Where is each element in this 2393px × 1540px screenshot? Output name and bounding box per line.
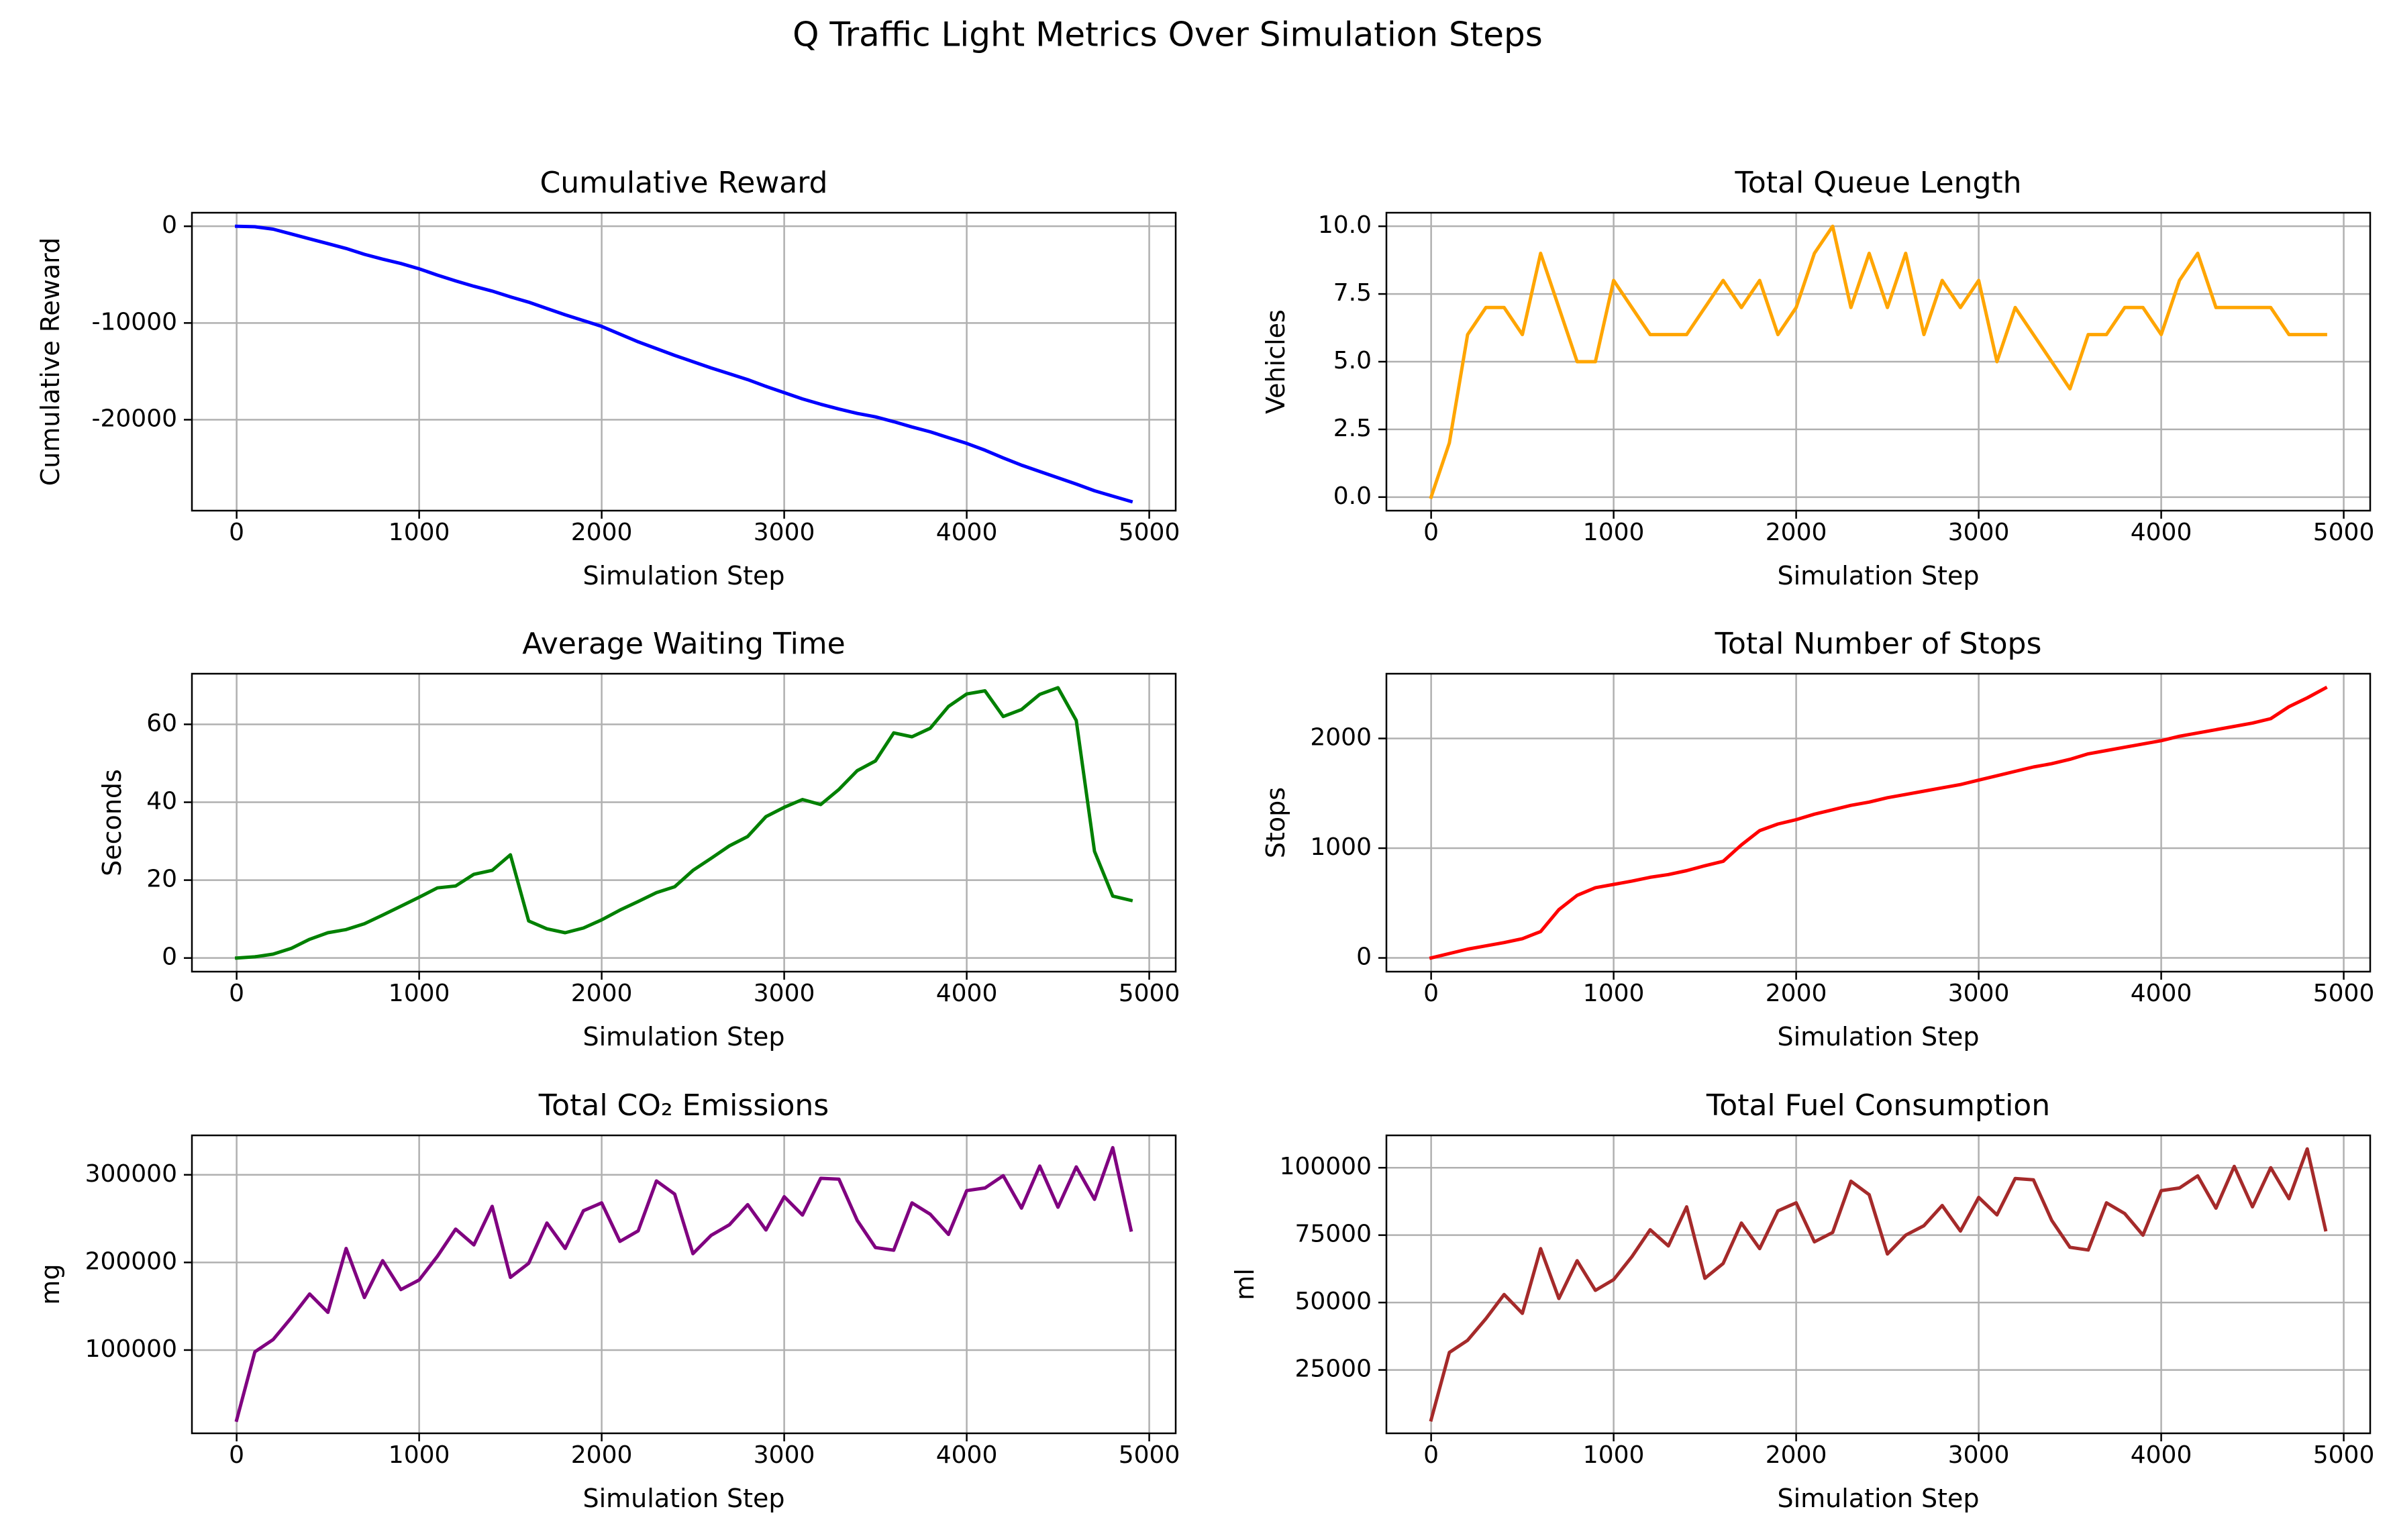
y-axis-label: Stops (1261, 787, 1290, 858)
series-line-average-waiting-time (234, 686, 1133, 960)
chart-panel-cumulative-reward: 0 1000 2000 3000 4000 5000 0 -10000 -20000 Cumula… (36, 166, 1180, 591)
x-tick-label: 2000 (1766, 980, 1827, 1007)
axes-frame (1385, 672, 2372, 973)
x-axis-label: Simulation Step (582, 561, 784, 591)
x-tick-label: 1000 (389, 519, 450, 546)
x-tick-label: 5000 (2313, 1441, 2375, 1469)
x-tick-label: 3000 (754, 1441, 815, 1469)
x-tick-label: 4000 (2131, 980, 2192, 1007)
x-tick-label: 1000 (1583, 1441, 1645, 1469)
axes-frame (191, 672, 1177, 973)
x-tick-label: 3000 (1948, 980, 2010, 1007)
series-line-total-co-emissions (234, 1145, 1133, 1423)
x-tick-label: 1000 (1583, 980, 1645, 1007)
y-tick-label: 100000 (85, 1335, 177, 1363)
y-tick-label: 200000 (85, 1247, 177, 1275)
x-tick-label: 3000 (754, 980, 815, 1007)
chart-title: Cumulative Reward (540, 166, 828, 200)
x-tick-label: 2000 (571, 980, 633, 1007)
x-tick-label: 5000 (1119, 980, 1180, 1007)
y-tick-label: 10.0 (1318, 211, 1372, 239)
y-tick-label: 2000 (1310, 723, 1372, 751)
y-tick-label: 40 (146, 788, 177, 815)
x-axis-label: Simulation Step (582, 1484, 784, 1513)
chart-panel-total-fuel-consumption: 0 1000 2000 3000 4000 5000 25000 50000 75000 1000… (1230, 1088, 2374, 1513)
x-axis-label: Simulation Step (1777, 561, 1979, 591)
y-tick-label: 25000 (1294, 1355, 1372, 1383)
y-tick-label: 300000 (85, 1160, 177, 1188)
chart-title: Total Number of Stops (1715, 627, 2042, 661)
x-axis-label: Simulation Step (1777, 1022, 1979, 1051)
y-tick-label: 7.5 (1333, 279, 1372, 307)
x-tick-label: 4000 (936, 519, 998, 546)
chart-title: Total Queue Length (1734, 166, 2021, 200)
x-tick-label: 5000 (1119, 1441, 1180, 1469)
y-tick-label: 2.5 (1333, 415, 1372, 442)
chart-panel-total-queue-length: 0 1000 2000 3000 4000 5000 0.0 2.5 5.0 7.5 10.0 Tot… (1261, 166, 2374, 591)
x-axis-label: Simulation Step (1777, 1484, 1979, 1513)
series-line-cumulative-reward (235, 224, 1133, 504)
x-tick-label: 5000 (2313, 980, 2375, 1007)
y-tick-label: 1000 (1310, 833, 1372, 861)
y-axis-label: Seconds (97, 769, 127, 876)
axes-frame (1385, 1134, 2372, 1435)
y-axis-label: mg (36, 1264, 65, 1304)
chart-title: Total Fuel Consumption (1706, 1088, 2050, 1123)
x-tick-label: 3000 (1948, 1441, 2010, 1469)
y-tick-label: -20000 (91, 405, 177, 432)
x-tick-label: 0 (1423, 1441, 1439, 1469)
x-tick-label: 2000 (1766, 1441, 1827, 1469)
y-tick-label: 60 (146, 709, 177, 737)
x-axis-label: Simulation Step (582, 1022, 784, 1051)
x-tick-label: 5000 (2313, 519, 2375, 546)
x-tick-label: 4000 (2131, 1441, 2192, 1469)
x-tick-label: 3000 (1948, 519, 2010, 546)
x-tick-label: 2000 (1766, 519, 1827, 546)
y-tick-label: 20 (146, 866, 177, 893)
y-tick-label: 75000 (1294, 1221, 1372, 1248)
x-tick-label: 0 (1423, 980, 1439, 1007)
axes-frame (191, 211, 1177, 512)
x-tick-label: 0 (229, 519, 244, 546)
x-tick-label: 4000 (936, 1441, 998, 1469)
chart-title: Total CO₂ Emissions (538, 1088, 829, 1123)
series-line-total-fuel-consumption (1429, 1147, 2328, 1422)
y-tick-label: 5.0 (1333, 347, 1372, 374)
y-tick-label: 0 (162, 211, 177, 239)
chart-title: Average Waiting Time (522, 627, 846, 661)
x-tick-label: 2000 (571, 519, 633, 546)
series-line-total-queue-length (1429, 224, 2327, 499)
y-axis-label: Cumulative Reward (36, 238, 65, 486)
y-tick-label: 0 (1356, 943, 1372, 971)
x-tick-label: 5000 (1119, 519, 1180, 546)
x-tick-label: 1000 (389, 980, 450, 1007)
axes-frame (191, 1134, 1177, 1435)
figure-title: Q Traffic Light Metrics Over Simulation … (793, 15, 1543, 54)
x-tick-label: 1000 (1583, 519, 1645, 546)
x-tick-label: 1000 (389, 1441, 450, 1469)
chart-panel-total-co-emissions: 0 1000 2000 3000 4000 5000 100000 200000 300000 T… (36, 1088, 1180, 1513)
x-tick-label: 0 (1423, 519, 1439, 546)
x-tick-label: 3000 (754, 519, 815, 546)
y-tick-label: 0 (162, 943, 177, 971)
chart-panel-average-waiting-time: 0 1000 2000 3000 4000 5000 0 20 40 60 Average Wait… (97, 627, 1180, 1051)
x-tick-label: 4000 (936, 980, 998, 1007)
y-tick-label: -10000 (91, 308, 177, 336)
panels: 0 1000 2000 3000 4000 50000-10000-20000Cumula… (36, 166, 2374, 1513)
y-axis-label: ml (1230, 1268, 1260, 1300)
y-axis-label: Vehicles (1261, 309, 1290, 414)
y-tick-label: 0.0 (1333, 482, 1372, 510)
chart-panel-total-number-of-stops: 0 1000 2000 3000 4000 5000 0 1000 2000 Total Numb… (1261, 627, 2374, 1051)
series-line-total-number-of-stops (1429, 685, 2328, 960)
x-tick-label: 0 (229, 1441, 244, 1469)
x-tick-label: 2000 (571, 1441, 633, 1469)
x-tick-label: 4000 (2131, 519, 2192, 546)
x-tick-label: 0 (229, 980, 244, 1007)
y-tick-label: 50000 (1294, 1288, 1372, 1315)
y-tick-label: 100000 (1280, 1153, 1372, 1180)
